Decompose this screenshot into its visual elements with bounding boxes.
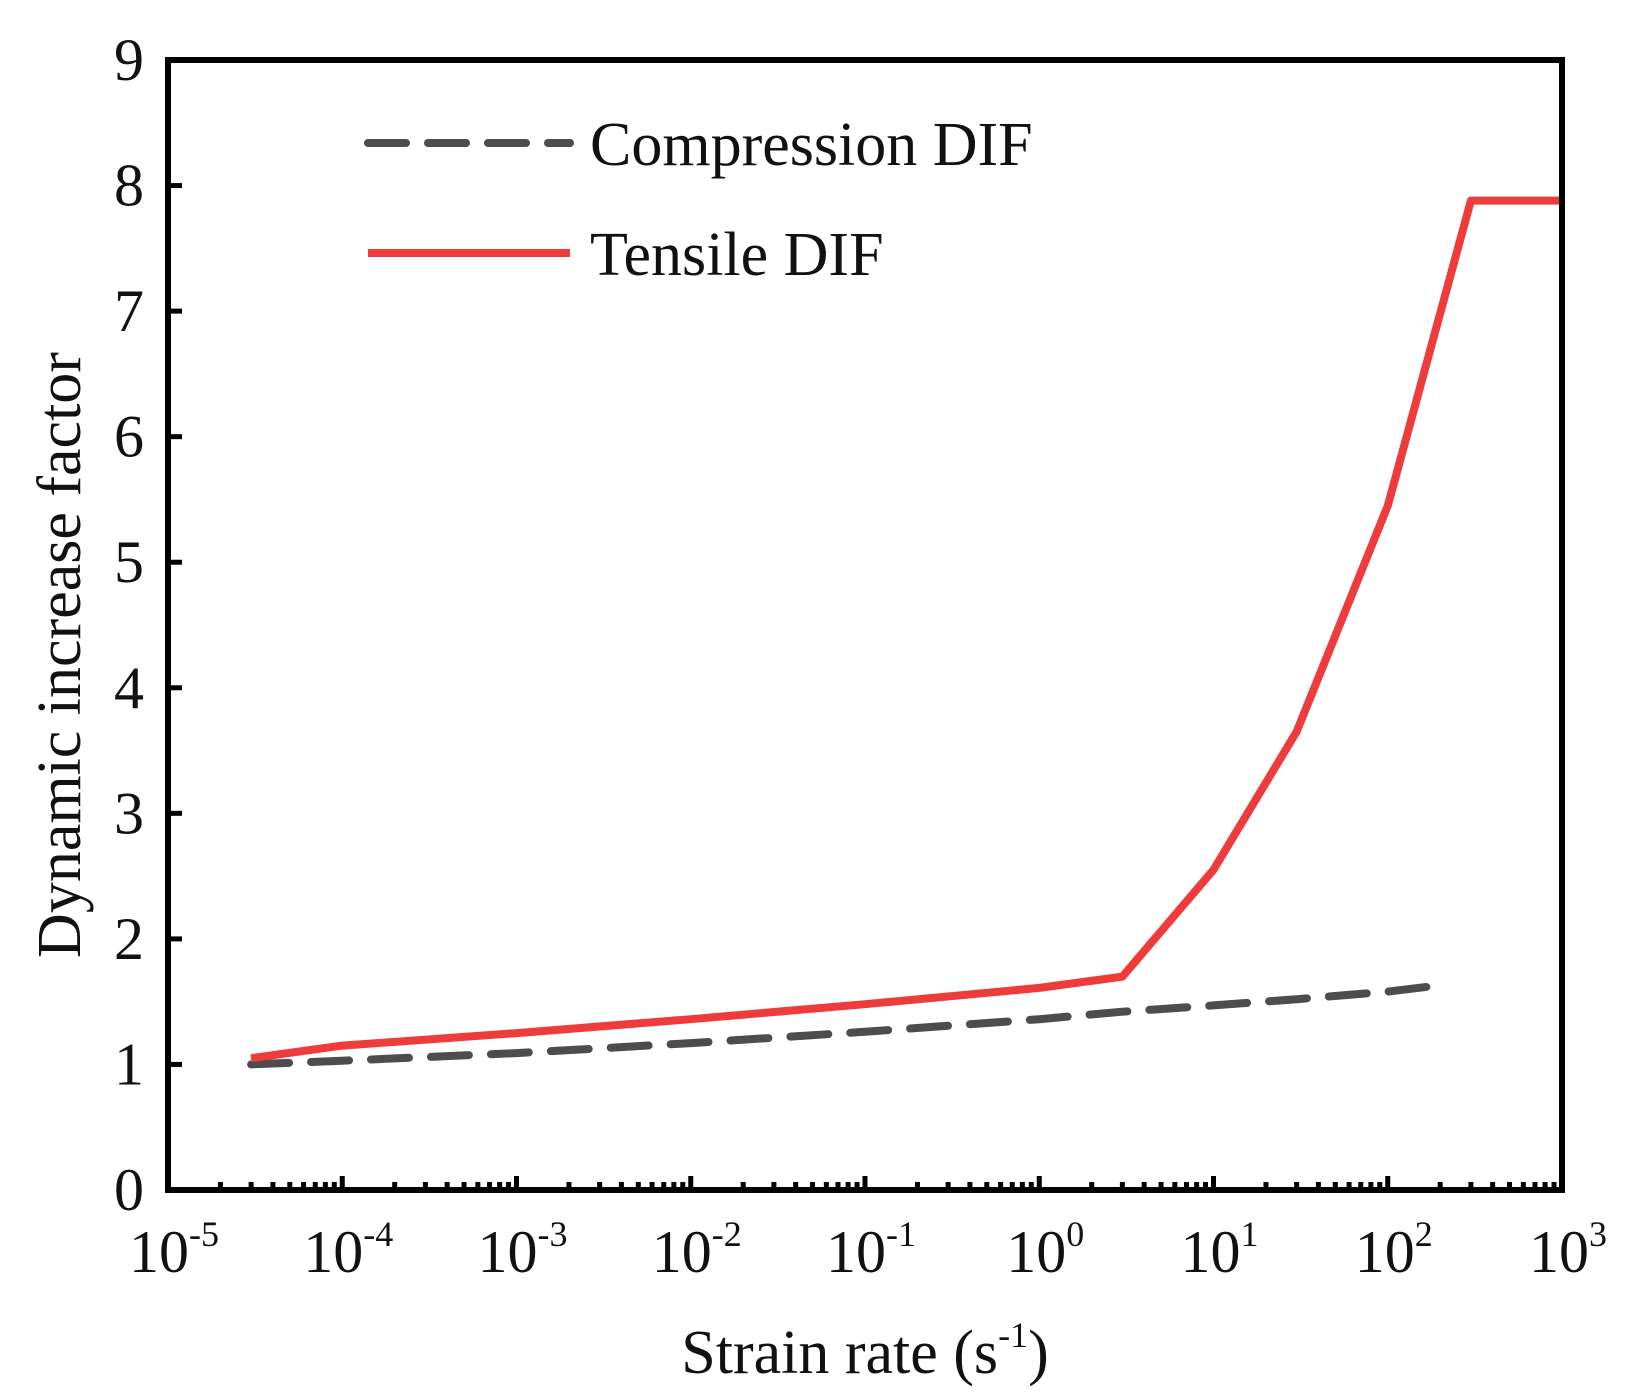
x-tick-label-exp: -4 xyxy=(363,1214,393,1254)
series-line-tensile xyxy=(250,196,1562,1063)
x-tick-label: 10-5 xyxy=(129,1214,219,1285)
series-layer xyxy=(247,196,1562,1069)
x-tick-label: 10-4 xyxy=(303,1214,393,1285)
y-tick-label: 3 xyxy=(114,780,144,846)
x-tick-label: 10-3 xyxy=(478,1214,568,1285)
legend-label-tensile: Tensile DIF xyxy=(590,221,884,289)
x-tick-label: 10-1 xyxy=(826,1214,916,1285)
y-tick-label: 8 xyxy=(114,153,144,219)
x-tick-label-base: 10 xyxy=(652,1219,712,1285)
x-tick-label-base: 10 xyxy=(1529,1219,1589,1285)
y-tick-label: 0 xyxy=(114,1157,144,1223)
x-tick-label-base: 10 xyxy=(1181,1219,1241,1285)
x-tick-label-base: 10 xyxy=(478,1219,538,1285)
x-tick-label-exp: 2 xyxy=(1415,1214,1433,1254)
x-axis-title-base: Strain rate (s xyxy=(681,1319,998,1387)
x-tick-label: 10-2 xyxy=(652,1214,742,1285)
legend-label-compression: Compression DIF xyxy=(590,111,1033,179)
x-axis-title: Strain rate (s-1) xyxy=(681,1315,1048,1387)
y-tick-label: 5 xyxy=(114,529,144,595)
x-tick-label-base: 10 xyxy=(826,1219,886,1285)
x-tick-label: 100 xyxy=(1006,1214,1084,1285)
legend: Compression DIF Tensile DIF xyxy=(364,111,1033,289)
series-line-compression xyxy=(247,981,1445,1069)
x-tick-label: 101 xyxy=(1181,1214,1259,1285)
x-tick-label: 102 xyxy=(1355,1214,1433,1285)
x-tick-label-base: 10 xyxy=(1006,1219,1066,1285)
x-tick-label-exp: -1 xyxy=(886,1214,916,1254)
x-tick-label-exp: -2 xyxy=(712,1214,742,1254)
y-tick-labels: 0 1 2 3 4 5 6 7 8 9 xyxy=(114,27,144,1223)
x-axis-title-close: ) xyxy=(1028,1319,1049,1387)
x-tick-label-exp: 1 xyxy=(1241,1214,1259,1254)
y-tick-label: 4 xyxy=(114,655,144,721)
y-axis-title: Dynamic increase factor xyxy=(26,352,94,958)
y-tick-label: 1 xyxy=(114,1031,144,1097)
y-tick-label: 9 xyxy=(114,27,144,93)
x-tick-label-base: 10 xyxy=(1355,1219,1415,1285)
x-tick-labels: 10-5 10-4 10-3 10-2 10-1 100 101 102 103 xyxy=(129,1214,1607,1285)
x-tick-label: 103 xyxy=(1529,1214,1607,1285)
y-tick-label: 2 xyxy=(114,906,144,972)
x-tick-label-exp: 0 xyxy=(1066,1214,1084,1254)
x-tick-label-exp: -5 xyxy=(189,1214,219,1254)
plot-frame xyxy=(165,57,1565,1193)
y-tick-label: 6 xyxy=(114,404,144,470)
x-tick-label-exp: -3 xyxy=(538,1214,568,1254)
x-tick-label-exp: 3 xyxy=(1589,1214,1607,1254)
y-tick-label: 7 xyxy=(114,278,144,344)
x-tick-label-base: 10 xyxy=(129,1219,189,1285)
x-tick-label-base: 10 xyxy=(303,1219,363,1285)
x-axis-title-exp: -1 xyxy=(998,1315,1028,1355)
